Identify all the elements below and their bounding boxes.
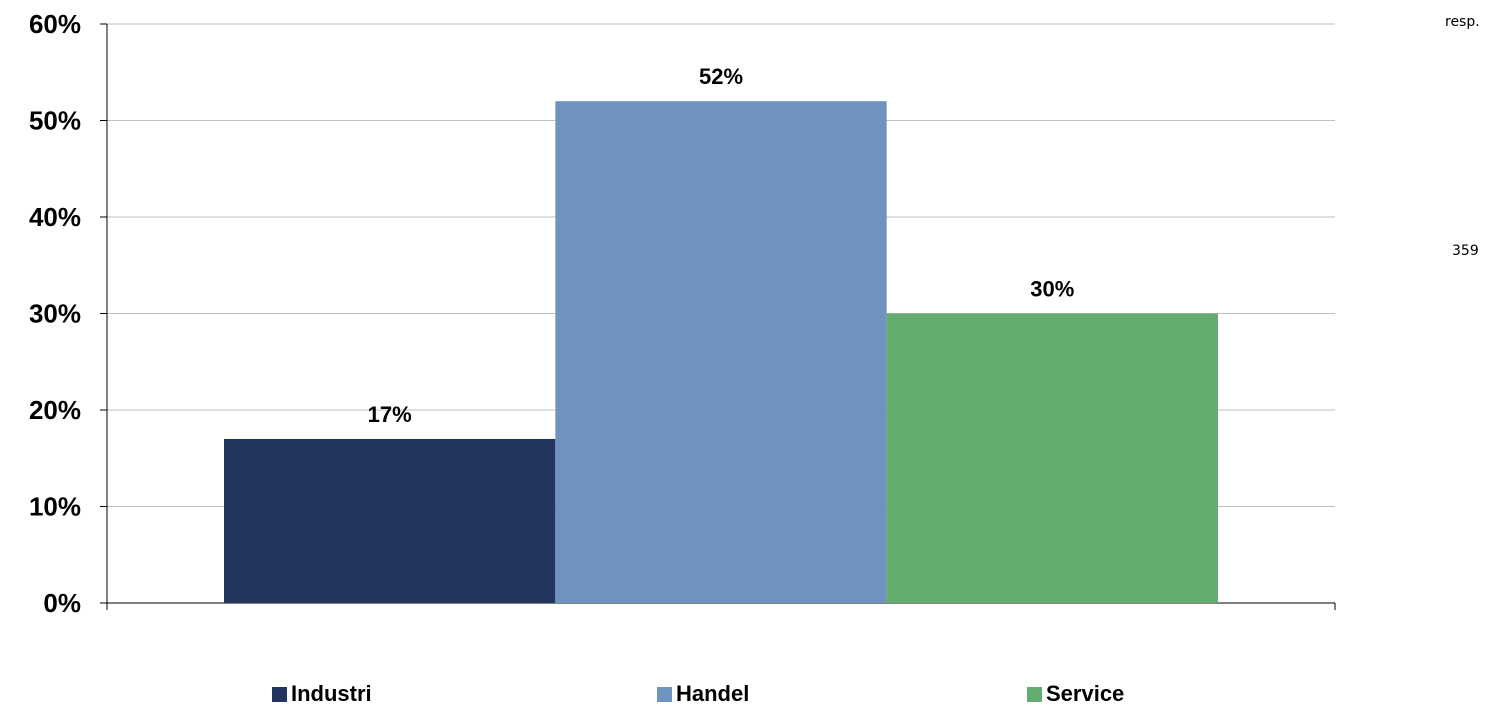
y-tick-label: 0% (43, 588, 81, 618)
bar-handel (555, 101, 887, 603)
data-label-handel: 52% (699, 64, 743, 89)
data-label-service: 30% (1030, 277, 1074, 302)
data-label-industri: 17% (368, 402, 412, 427)
bar-service (886, 313, 1218, 603)
legend-swatch-industri (272, 686, 287, 702)
y-tick-label: 40% (29, 202, 81, 232)
respondents-label: resp. (1445, 14, 1480, 30)
legend-item-industri: Industri (272, 680, 372, 708)
respondents-count: 359 (1452, 243, 1479, 259)
legend-item-service: Service (1027, 680, 1124, 708)
chart-legend: Industri Handel Service (0, 680, 1501, 708)
legend-label-service: Service (1046, 681, 1125, 706)
y-tick-label: 10% (29, 492, 81, 522)
y-tick-label: 20% (29, 395, 81, 425)
bar-industri (224, 438, 556, 603)
legend-swatch-service (1027, 686, 1042, 702)
legend-item-handel: Handel (657, 680, 749, 708)
legend-label-handel: Handel (676, 681, 750, 706)
legend-label-industri: Industri (291, 681, 372, 706)
bar-chart: 0% 10% 20% 30% 40% 50% 60% 17% 52% 30% (29, 9, 1336, 618)
y-tick-label: 50% (29, 106, 81, 136)
y-tick-label: 60% (29, 9, 81, 39)
legend-swatch-handel (657, 686, 672, 702)
y-tick-label: 30% (29, 299, 81, 329)
